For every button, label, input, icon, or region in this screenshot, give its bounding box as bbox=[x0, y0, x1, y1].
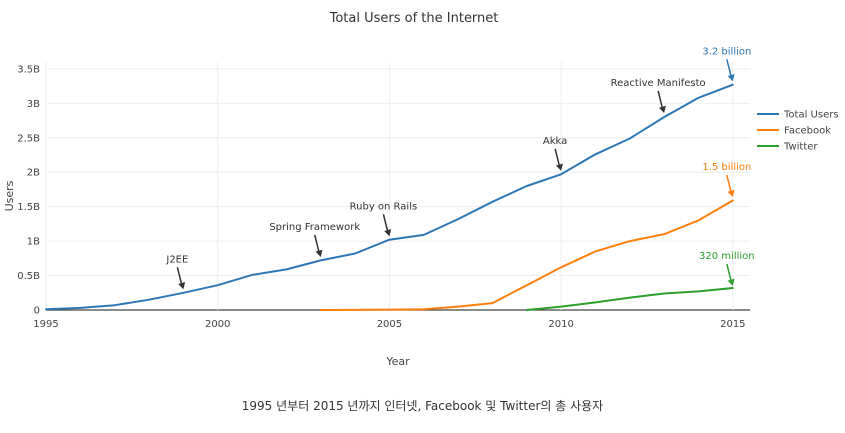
annotation-arrowhead bbox=[315, 249, 323, 257]
annotation-label: Reactive Manifesto bbox=[611, 78, 706, 89]
chart-title: Total Users of the Internet bbox=[329, 11, 499, 26]
y-tick-label: 0 bbox=[34, 306, 40, 317]
series-line-total-users[interactable] bbox=[45, 83, 734, 311]
annotation-arrow bbox=[657, 90, 664, 110]
legend-label: Twitter bbox=[783, 142, 818, 153]
annotation-arrowhead bbox=[555, 163, 563, 171]
x-axis-label: Year bbox=[385, 355, 410, 368]
legend[interactable]: Total Users Facebook Twitter bbox=[757, 110, 839, 153]
annotation-label: Ruby on Rails bbox=[350, 201, 418, 212]
x-tick-label: 1995 bbox=[33, 319, 58, 330]
annotation-arrowhead bbox=[178, 282, 186, 290]
chart: Total Users of the Internet 0 0.5B 1B 1.5B 2… bbox=[3, 11, 839, 368]
annotation-label: Akka bbox=[543, 136, 567, 147]
y-tick-label: 0.5B bbox=[17, 271, 40, 282]
annotations: J2EE Spring Framework Ruby on Rails Akka Rea… bbox=[165, 46, 755, 290]
annotation-arrow bbox=[382, 214, 389, 233]
annotation-arrowhead bbox=[727, 189, 735, 197]
y-tick-label: 3B bbox=[27, 99, 40, 110]
y-tick-label: 3.5B bbox=[17, 64, 40, 75]
annotation-arrow bbox=[554, 148, 561, 168]
plot-area bbox=[45, 83, 734, 311]
x-tick-label: 2000 bbox=[205, 319, 230, 330]
series-line-facebook[interactable] bbox=[319, 199, 734, 311]
y-tick-label: 1.5B bbox=[17, 202, 40, 213]
annotation-label: 320 million bbox=[699, 251, 755, 262]
annotation-arrow bbox=[726, 174, 733, 194]
series-line-twitter[interactable] bbox=[525, 287, 734, 311]
y-tick-label: 2.5B bbox=[17, 133, 40, 144]
annotation-label: J2EE bbox=[165, 254, 188, 265]
legend-item-twitter[interactable]: Twitter bbox=[757, 142, 818, 153]
annotation-arrow bbox=[176, 267, 183, 286]
legend-label: Total Users bbox=[783, 110, 839, 121]
grid bbox=[45, 62, 750, 311]
y-tick-label: 2B bbox=[27, 168, 40, 179]
x-tick-label: 2010 bbox=[548, 319, 573, 330]
axes: 0 0.5B 1B 1.5B 2B 2.5B 3B 3.5B 1995 2000 2005 2010 2… bbox=[17, 64, 745, 330]
y-axis-label: Users bbox=[3, 180, 16, 211]
annotation-arrowhead bbox=[384, 229, 392, 237]
annotation-arrow bbox=[726, 263, 733, 283]
x-tick-label: 2005 bbox=[377, 319, 402, 330]
x-tick-label: 2015 bbox=[720, 319, 745, 330]
annotation-label: 3.2 billion bbox=[702, 46, 751, 57]
legend-item-total-users[interactable]: Total Users bbox=[757, 110, 839, 121]
annotation-label: Spring Framework bbox=[269, 222, 360, 233]
y-tick-label: 1B bbox=[27, 237, 40, 248]
annotation-arrow bbox=[314, 234, 321, 254]
annotation-label: 1.5 billion bbox=[702, 162, 751, 173]
annotation-arrow bbox=[726, 59, 733, 78]
annotation-arrowhead bbox=[659, 105, 666, 113]
annotation-arrowhead bbox=[727, 278, 735, 286]
figure-caption: 1995 년부터 2015 년까지 인터넷, Facebook 및 Twitte… bbox=[241, 399, 604, 413]
legend-item-facebook[interactable]: Facebook bbox=[757, 126, 831, 137]
annotation-arrowhead bbox=[727, 74, 735, 82]
legend-label: Facebook bbox=[784, 126, 831, 137]
